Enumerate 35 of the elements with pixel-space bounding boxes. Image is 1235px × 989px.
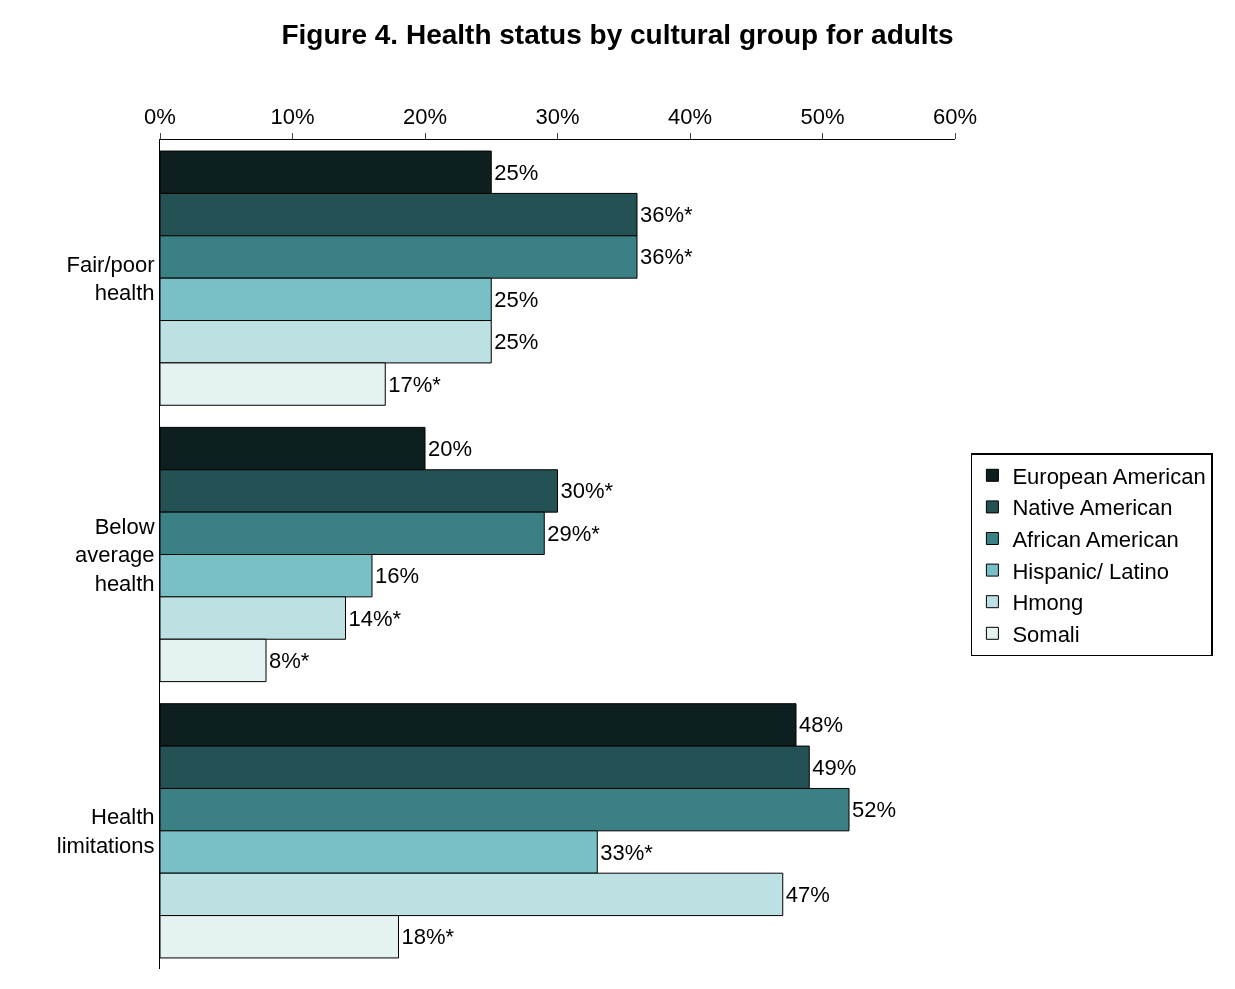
x-tick-label: 60% [932,104,978,130]
data-label: 30%* [560,478,614,504]
legend-label: Native American [1012,495,1173,521]
data-label: 25% [494,159,539,185]
data-label: 8%* [269,647,310,673]
data-label: 17%* [388,371,442,397]
data-label: 33%* [600,839,654,865]
data-label: 25% [494,286,539,312]
x-tick-label: 50% [800,104,845,130]
data-label: 18%* [401,924,455,950]
x-tick-label: 30% [535,104,580,130]
x-tick-label: 10% [270,104,315,130]
data-label: 29%* [547,520,601,546]
data-label: 36%* [640,202,694,228]
data-label: 16% [375,563,420,589]
legend-label: European American [1012,463,1206,489]
legend-label: African American [1012,527,1179,553]
chart-title: Figure 4. Health status by cultural group for adults [281,19,954,51]
data-label: 14%* [348,605,402,631]
legend-label: Hmong [1012,590,1084,616]
x-tick-label: 40% [667,104,713,130]
data-label: 49% [812,754,857,780]
legend-label: Somali [1012,621,1080,647]
data-label: 36%* [640,244,694,270]
data-label: 52% [852,797,897,823]
data-label: 48% [799,712,844,738]
data-label: 25% [494,329,539,355]
y-tick-label: Fair/poor health [66,251,155,306]
legend-label: Hispanic/ Latino [1012,558,1169,584]
y-tick-label: Health limitations [56,804,155,858]
data-label: 47% [785,881,830,907]
x-tick-label: 20% [402,104,448,130]
x-tick-label: 0% [144,104,176,130]
data-label: 20% [428,436,473,462]
y-tick-label: Below average health [75,513,155,596]
